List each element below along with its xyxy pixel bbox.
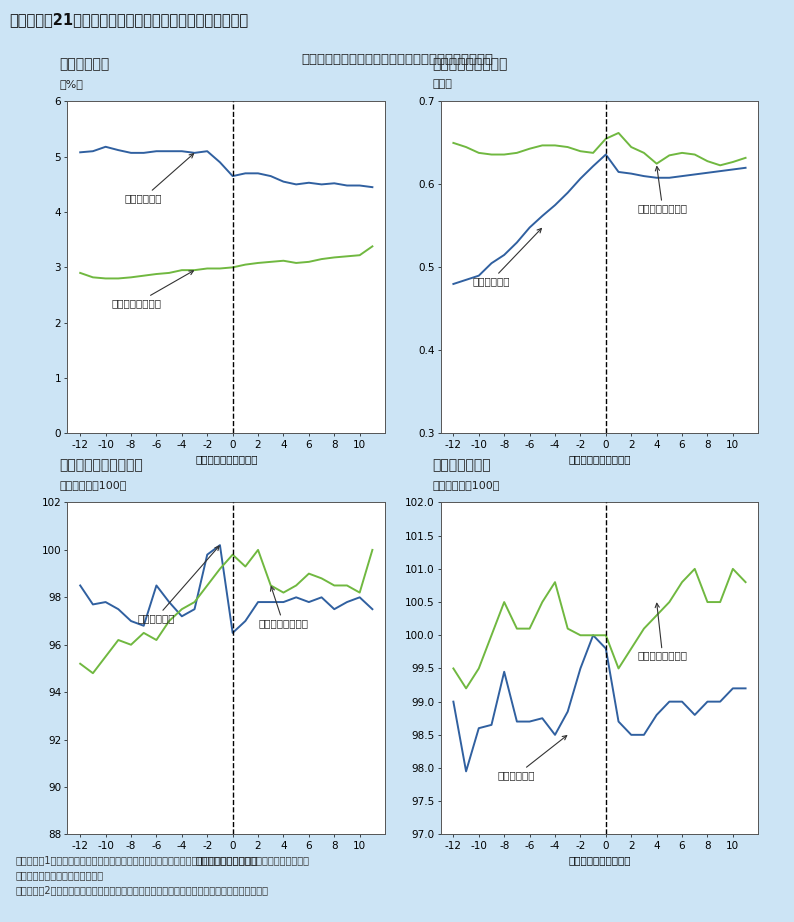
X-axis label: （震災からの経過月）: （震災からの経過月） [195,454,257,464]
Text: 東日本大震災: 東日本大震災 [498,736,567,780]
Text: （被災前月＝100）: （被災前月＝100） [433,480,500,491]
Text: （４）雇用者数: （４）雇用者数 [433,458,491,472]
X-axis label: （震災からの経過月）: （震災からの経過月） [569,454,630,464]
Text: 東日本大震災: 東日本大震災 [137,546,219,623]
Text: 阪神・淡路大震災: 阪神・淡路大震災 [638,603,688,660]
Text: 東日本大震災: 東日本大震災 [125,154,194,203]
Text: （被災前月＝100）: （被災前月＝100） [60,480,127,491]
X-axis label: （震災からの経過月）: （震災からの経過月） [569,855,630,865]
Text: 東日本大震災: 東日本大震災 [472,229,542,286]
Text: 阪神・淡路大震災: 阪神・淡路大震災 [638,167,688,213]
Text: 第１－１－21図　阪神・淡路大災害後の雇用情勢との比較: 第１－１－21図 阪神・淡路大災害後の雇用情勢との比較 [10,12,249,28]
Text: （倍）: （倍） [433,79,453,89]
Text: （３）所定外労働時間: （３）所定外労働時間 [60,458,143,472]
Text: 震災後の雇用情勢が全国的に悪化しないか注視が必要: 震災後の雇用情勢が全国的に悪化しないか注視が必要 [301,53,493,66]
Text: （備考）　1．総務省「労働力調査」、厚生労働省「職業安定業務統計」、「毎月勤労統計調査」により作成。: （備考） 1．総務省「労働力調査」、厚生労働省「職業安定業務統計」、「毎月勤労統… [16,856,310,866]
Text: 阪神・淡路大震災: 阪神・淡路大震災 [112,271,194,308]
Text: 2．「東日本大震災」の失業率と雇用者数は岩手県、宮城県及び福島県を除く系列。: 2．「東日本大震災」の失業率と雇用者数は岩手県、宮城県及び福島県を除く系列。 [16,885,269,895]
Text: 阪神・淡路大震災: 阪神・淡路大震災 [258,586,308,628]
Text: （２）有効求人倍率: （２）有効求人倍率 [433,57,508,71]
Text: （%）: （%） [60,79,83,89]
X-axis label: （震災からの経過月）: （震災からの経過月） [195,855,257,865]
Text: （１）失業率: （１）失業率 [60,57,110,71]
Text: 全て季節調整値。: 全て季節調整値。 [16,870,104,881]
